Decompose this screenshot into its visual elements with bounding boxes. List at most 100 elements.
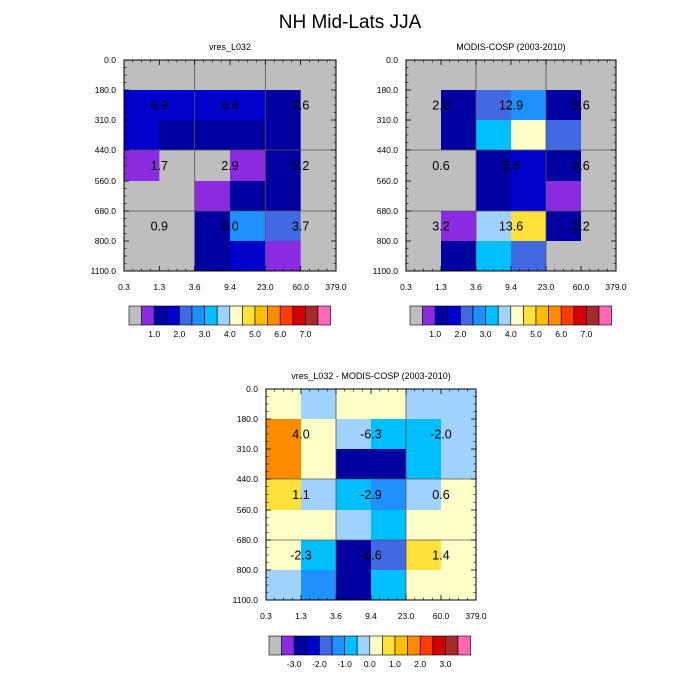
colorbar-swatch [319, 635, 333, 656]
colorbar-swatch [447, 305, 461, 326]
heatmap-cell [230, 60, 266, 91]
y-tick-label: 440.0 [237, 474, 259, 484]
heatmap-cell [406, 90, 442, 121]
heatmap-cell [230, 240, 266, 272]
colorbar-swatch [407, 635, 421, 656]
heatmap-cell [371, 510, 407, 541]
cell-data-label: 2.9 [432, 99, 449, 113]
cell-data-label: 1.1 [292, 488, 309, 502]
colorbar-label: -1.0 [337, 659, 352, 669]
heatmap-cell [406, 240, 442, 272]
figure-title: NH Mid-Lats JJA [278, 12, 422, 33]
heatmap-cell [441, 449, 477, 480]
heatmap-cell [194, 120, 231, 151]
heatmap-cell [336, 510, 372, 541]
colorbar-label: 2.0 [173, 329, 185, 339]
heatmap-cell [441, 210, 477, 242]
heatmap-cell [159, 210, 196, 242]
colorbar-swatch [281, 635, 295, 656]
heatmap-cell [581, 210, 617, 242]
heatmap-cell [266, 449, 302, 480]
heatmap-cell [301, 389, 337, 420]
heatmap-cell [546, 210, 582, 242]
colorbar-swatch [422, 305, 436, 326]
heatmap-cell [581, 60, 617, 91]
colorbar-swatch [409, 305, 423, 326]
heatmap-cell [406, 478, 442, 511]
heatmap-cell [476, 210, 512, 242]
cell-data-label: -2.0 [430, 428, 452, 442]
colorbar-swatch [141, 305, 155, 326]
heatmap-cell [300, 120, 337, 151]
y-tick-label: 0.0 [104, 55, 116, 65]
colorbar-swatch [279, 305, 294, 326]
heatmap-cell [441, 510, 477, 541]
heatmap-cell [441, 120, 477, 151]
heatmap-cell [546, 149, 582, 182]
colorbar-label: 6.0 [555, 329, 567, 339]
x-tick-label: 1.3 [435, 282, 447, 292]
colorbar-swatch [305, 305, 319, 326]
y-tick-label: 560.0 [377, 176, 399, 186]
heatmap-cell [124, 120, 160, 151]
colorbar-label: 4.0 [224, 329, 236, 339]
colorbar-swatch [394, 635, 408, 656]
colorbar-label: 3.0 [439, 659, 451, 669]
heatmap-cell [441, 478, 477, 511]
panel-title: vres_L032 [209, 42, 251, 52]
heatmap-cell [194, 240, 231, 272]
heatmap-cell [476, 181, 512, 212]
heatmap-cell [511, 210, 547, 242]
heatmap-cell [511, 149, 547, 182]
heatmap-cell [406, 210, 442, 242]
panel-title: MODIS-COSP (2003-2010) [456, 42, 565, 52]
heatmap-cell [159, 181, 196, 212]
x-tick-label: 3.6 [330, 611, 342, 621]
y-tick-label: 310.0 [95, 115, 117, 125]
heatmap-cell [336, 449, 372, 480]
colorbar-swatch [560, 305, 575, 326]
heatmap-cell [159, 240, 196, 272]
x-tick-label: 379.0 [605, 282, 627, 292]
y-tick-label: 180.0 [95, 85, 117, 95]
heatmap-cell [301, 419, 337, 450]
cell-data-label: -2.9 [360, 488, 382, 502]
colorbar-swatch [229, 305, 243, 326]
heatmap-cell [371, 569, 407, 601]
cell-data-label: 4.0 [292, 428, 309, 442]
heatmap-cell [406, 449, 442, 480]
heatmap-cell [371, 539, 407, 571]
heatmap-cell [476, 149, 512, 182]
colorbar-label: 2.0 [414, 659, 426, 669]
y-tick-label: 0.0 [386, 55, 398, 65]
colorbar-swatch [369, 635, 383, 656]
heatmap-cell [511, 240, 547, 272]
y-tick-label: 680.0 [95, 206, 117, 216]
cell-data-label: 6.6 [221, 99, 238, 113]
colorbar-swatch [344, 635, 358, 656]
colorbar-label: 6.0 [274, 329, 286, 339]
colorbar-swatch [153, 305, 168, 326]
x-tick-label: 379.0 [465, 611, 487, 621]
colorbar-label: 5.0 [530, 329, 542, 339]
heatmap-cell [266, 389, 302, 420]
cell-data-label: 5.6 [572, 99, 589, 113]
colorbar-label: 7.0 [299, 329, 311, 339]
heatmap-cell [124, 60, 160, 91]
colorbar-label: -3.0 [287, 659, 302, 669]
colorbar-label: 0.0 [364, 659, 376, 669]
heatmap-cell [265, 149, 302, 182]
heatmap-cell [581, 120, 617, 151]
heatmap-cell [230, 210, 266, 242]
cell-data-label: 0.9 [151, 219, 168, 233]
heatmap-cell [300, 60, 337, 91]
colorbar-swatch [179, 305, 193, 326]
colorbar-swatch [254, 305, 268, 326]
x-tick-label: 9.4 [505, 282, 517, 292]
heatmap-cell [230, 90, 266, 121]
colorbar-label: 3.0 [199, 329, 211, 339]
heatmap-cell [336, 539, 372, 571]
y-tick-label: 560.0 [95, 176, 117, 186]
cell-data-label: 2.9 [221, 159, 238, 173]
cell-data-label: -2.3 [290, 548, 312, 562]
